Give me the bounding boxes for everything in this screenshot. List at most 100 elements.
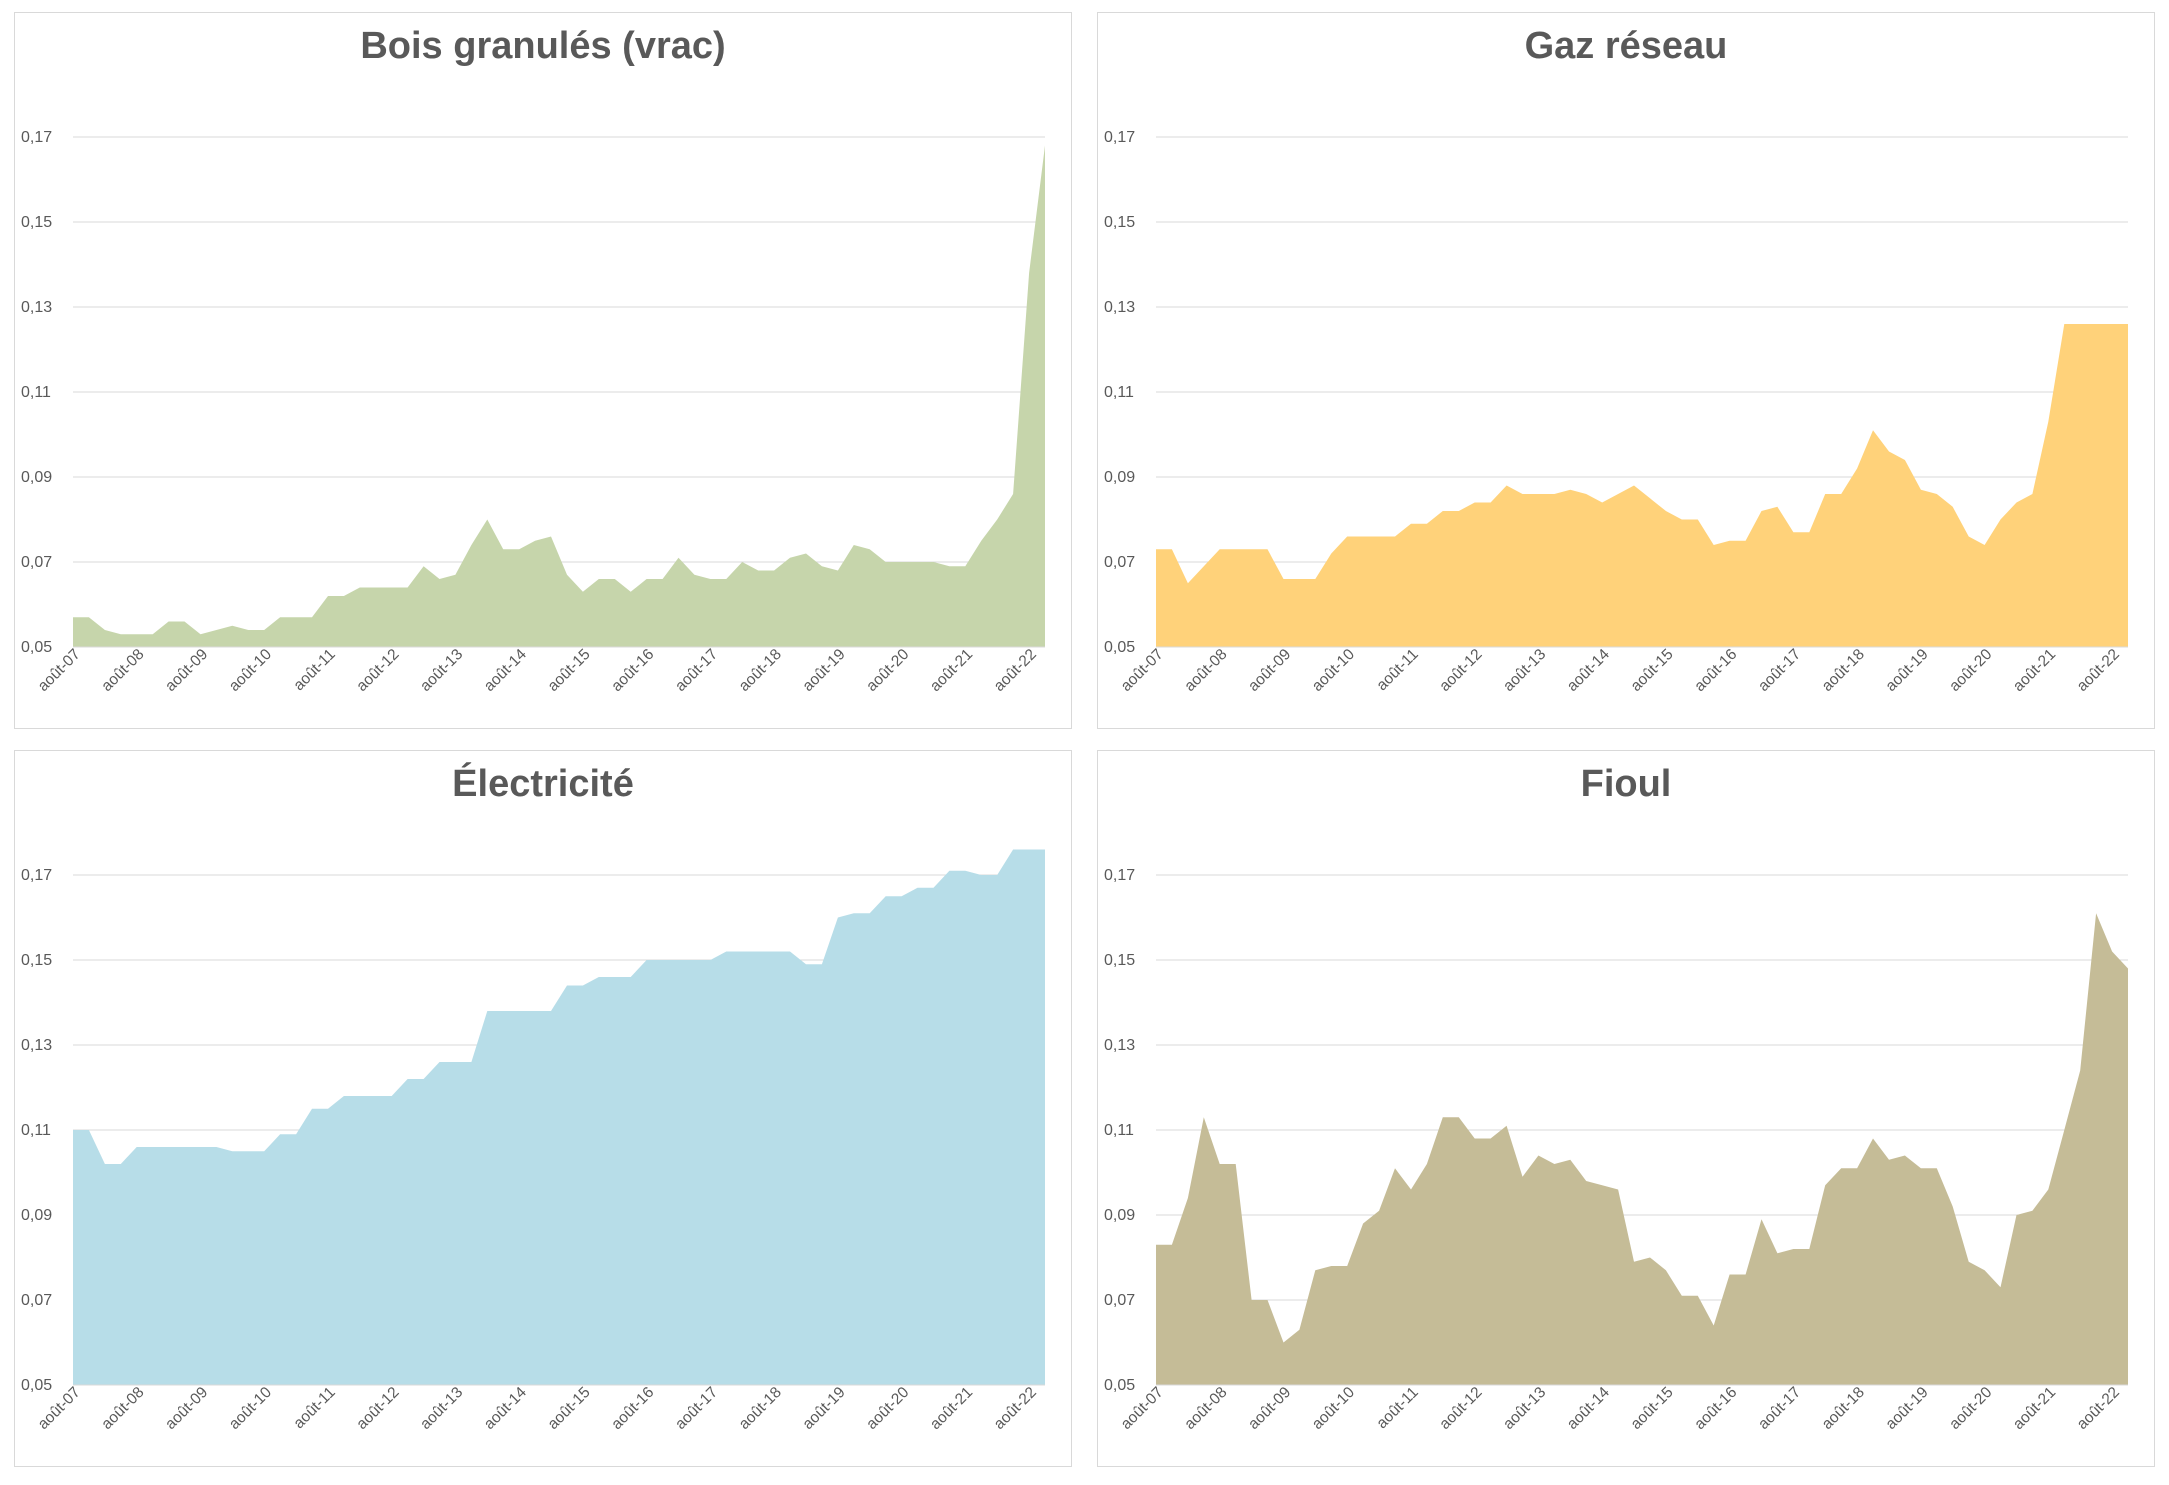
data-point xyxy=(1776,505,1779,508)
y-tick-label: 0,05 xyxy=(1104,639,1135,656)
data-point xyxy=(486,1010,489,1013)
data-point xyxy=(279,1133,282,1136)
data-point xyxy=(1362,535,1365,538)
data-point xyxy=(151,1146,154,1149)
data-point xyxy=(406,586,409,589)
x-tick-label: août-17 xyxy=(1755,646,1804,695)
data-point xyxy=(342,1095,345,1098)
data-point xyxy=(1489,501,1492,504)
data-point xyxy=(1824,1184,1827,1187)
data-point xyxy=(836,916,839,919)
data-point xyxy=(183,1146,186,1149)
data-point xyxy=(534,1010,537,1013)
data-point xyxy=(374,586,377,589)
data-point xyxy=(2111,323,2114,326)
data-point xyxy=(645,578,648,581)
data-point xyxy=(342,595,345,598)
data-point xyxy=(1728,1273,1731,1276)
data-point xyxy=(231,1150,234,1153)
x-tick-label: août-16 xyxy=(1691,646,1740,695)
data-point xyxy=(884,895,887,898)
data-point xyxy=(1473,501,1476,504)
chart-panel-fioul: Fioul 0,05 0,07 0,09 0,11 0,13 0,15 0,17 août-0… xyxy=(1097,750,2155,1467)
y-tick-label: 0,09 xyxy=(1104,1207,1135,1224)
x-tick-label: août-17 xyxy=(672,1384,721,1433)
data-point xyxy=(470,544,473,547)
data-point xyxy=(805,963,808,966)
data-point xyxy=(103,629,106,632)
y-tick-label: 0,07 xyxy=(21,554,52,571)
data-point xyxy=(502,1010,505,1013)
data-point xyxy=(757,569,760,572)
data-point xyxy=(741,561,744,564)
x-tick-label: août-18 xyxy=(736,646,785,695)
data-point xyxy=(1999,518,2002,521)
y-tick-label: 0,11 xyxy=(21,384,51,401)
data-point xyxy=(1186,1197,1189,1200)
y-tick-label: 0,09 xyxy=(21,469,52,486)
data-point xyxy=(1856,467,1859,470)
data-point xyxy=(1649,497,1652,500)
data-point xyxy=(661,578,664,581)
data-point xyxy=(1314,1269,1317,1272)
data-point xyxy=(1346,1265,1349,1268)
data-point xyxy=(980,874,983,877)
data-point xyxy=(87,1129,90,1132)
data-point xyxy=(1298,578,1301,581)
data-point xyxy=(215,1146,218,1149)
data-point xyxy=(900,561,903,564)
x-tick-label: août-20 xyxy=(863,646,912,695)
data-point xyxy=(1680,518,1683,521)
data-point xyxy=(87,616,90,619)
data-point xyxy=(518,1010,521,1013)
data-point xyxy=(1170,548,1173,551)
x-tick-label: août-12 xyxy=(1436,1384,1485,1433)
data-point xyxy=(1553,493,1556,496)
data-point xyxy=(916,561,919,564)
y-tick-label: 0,15 xyxy=(21,952,52,969)
x-tick-label: août-16 xyxy=(608,1384,657,1433)
y-tick-label: 0,17 xyxy=(21,129,52,146)
data-point xyxy=(1330,1265,1333,1268)
data-point xyxy=(406,1078,409,1081)
x-tick-label: août-19 xyxy=(1882,646,1931,695)
data-point xyxy=(534,539,537,542)
data-point xyxy=(1649,1256,1652,1259)
data-point xyxy=(1744,539,1747,542)
x-tick-label: août-10 xyxy=(1309,1384,1358,1433)
y-tick-label: 0,07 xyxy=(1104,1292,1135,1309)
data-point xyxy=(1903,459,1906,462)
data-point xyxy=(215,629,218,632)
x-tick-label: août-09 xyxy=(1245,646,1294,695)
data-point xyxy=(1218,548,1221,551)
y-tick-label: 0,13 xyxy=(1104,1037,1135,1054)
data-point xyxy=(1792,1248,1795,1251)
data-point xyxy=(773,569,776,572)
data-point xyxy=(1202,565,1205,568)
data-point xyxy=(550,1010,553,1013)
y-tick-label: 0,09 xyxy=(1104,469,1135,486)
data-point xyxy=(566,984,569,987)
data-point xyxy=(1425,1163,1428,1166)
data-point xyxy=(629,590,632,593)
x-tick-label: août-18 xyxy=(1819,1384,1868,1433)
data-point xyxy=(1282,578,1285,581)
data-point xyxy=(167,1146,170,1149)
data-point xyxy=(1521,493,1524,496)
chart-panel-gaz-reseau: Gaz réseau 0,05 0,07 0,09 0,11 0,13 0,15 0,17 a… xyxy=(1097,12,2155,729)
data-point xyxy=(709,959,712,962)
x-tick-label: août-17 xyxy=(1755,1384,1804,1433)
data-point xyxy=(1012,493,1015,496)
data-point xyxy=(725,950,728,953)
x-tick-label: août-08 xyxy=(1181,1384,1230,1433)
data-point xyxy=(2095,323,2098,326)
data-point xyxy=(422,565,425,568)
y-tick-label: 0,07 xyxy=(1104,554,1135,571)
data-point xyxy=(247,629,250,632)
x-tick-label: août-19 xyxy=(1882,1384,1931,1433)
chart-panel-electricite: Électricité 0,05 0,07 0,09 0,11 0,13 0,15 0,17… xyxy=(14,750,1072,1467)
data-point xyxy=(1569,488,1572,491)
